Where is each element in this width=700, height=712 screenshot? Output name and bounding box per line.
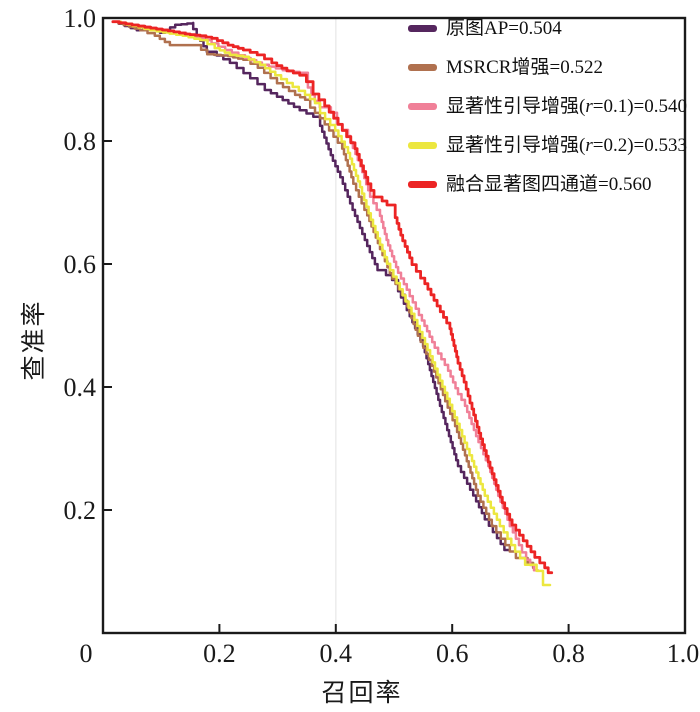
- legend-label-it: r: [585, 135, 593, 156]
- legend-label: MSRCR增强=0.522: [446, 58, 603, 77]
- legend-label: 融合显著图四通道=0.560: [446, 175, 651, 194]
- legend: 原图AP=0.504 MSRCR增强=0.522 显著性引导增强(r=0.1)=0.…: [408, 9, 687, 204]
- y-tick-label-0.8: 0.8: [63, 127, 97, 156]
- legend-item-2: 显著性引导增强(r=0.1)=0.540: [408, 87, 687, 126]
- legend-label-pre: 显著性引导增强(: [446, 135, 586, 156]
- legend-item-1: MSRCR增强=0.522: [408, 48, 687, 87]
- legend-label-it: r: [585, 96, 593, 117]
- x-tick-label-0.4: 0.4: [319, 639, 353, 668]
- legend-swatch-icon: [408, 103, 437, 110]
- legend-label-post: =0.1)=0.540: [592, 96, 687, 117]
- x-axis-title: 召回率: [321, 680, 403, 707]
- legend-label-pre: MSRCR增强=0.522: [446, 57, 603, 78]
- legend-label-pre: 显著性引导增强(: [446, 96, 586, 117]
- y-tick-label-0.6: 0.6: [63, 250, 97, 279]
- y-tick-label-0.4: 0.4: [63, 373, 97, 402]
- legend-swatch-icon: [408, 181, 437, 188]
- legend-swatch-icon: [408, 64, 437, 71]
- curve-series-3: [113, 20, 552, 587]
- x-tick-label-0.2: 0.2: [203, 639, 236, 668]
- legend-label-pre: 原图AP=0.504: [446, 18, 562, 39]
- y-axis-title: 查准率: [21, 299, 48, 381]
- legend-swatch-icon: [408, 142, 437, 149]
- plot-border: [101, 16, 687, 635]
- x-tick-label-0: 0: [79, 639, 93, 668]
- y-tick-label-1.0: 1.0: [63, 4, 97, 33]
- legend-swatch-icon: [408, 25, 437, 32]
- y-tick-label-0.2: 0.2: [63, 496, 97, 525]
- legend-label: 显著性引导增强(r=0.2)=0.533: [446, 136, 687, 155]
- legend-item-0: 原图AP=0.504: [408, 9, 687, 48]
- curve-series-4: [111, 20, 554, 575]
- legend-label: 原图AP=0.504: [446, 19, 562, 38]
- legend-label-post: =0.2)=0.533: [592, 135, 687, 156]
- x-tick-label-0.6: 0.6: [435, 639, 469, 668]
- legend-item-4: 融合显著图四通道=0.560: [408, 165, 687, 204]
- curve-series-0: [111, 20, 510, 552]
- legend-item-3: 显著性引导增强(r=0.2)=0.533: [408, 126, 687, 165]
- legend-label: 显著性引导增强(r=0.1)=0.540: [446, 97, 687, 116]
- x-tick-label-1.0: 1.0: [666, 639, 700, 668]
- legend-label-pre: 融合显著图四通道=0.560: [446, 174, 652, 195]
- x-tick-label-0.8: 0.8: [552, 639, 585, 668]
